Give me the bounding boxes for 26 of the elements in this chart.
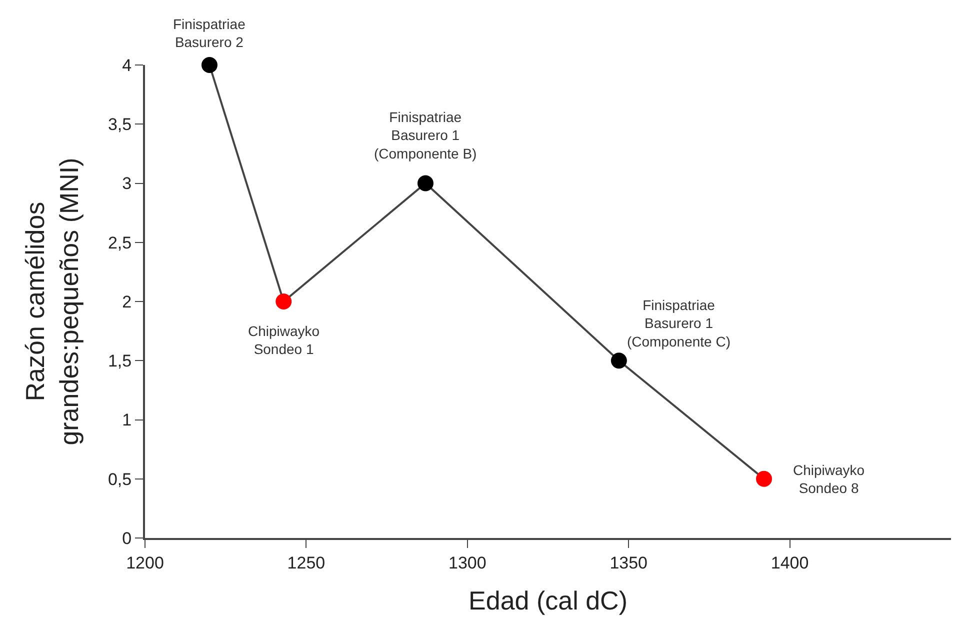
y-tick-label: 0: [122, 528, 132, 548]
point: [417, 175, 434, 192]
x-tick-label: 1300: [448, 553, 486, 572]
x-tick-label: 1350: [610, 553, 648, 572]
y-tick-label: 2: [122, 292, 132, 312]
annotation: Chipiwayko Sondeo 8: [793, 462, 865, 496]
x-tick-label: 1200: [126, 553, 164, 572]
annotation: Chipiwayko Sondeo 1: [248, 323, 320, 358]
x-tick-label: 1250: [287, 553, 326, 572]
y-axis-title: Razón camélidos grandes:pequeños (MNI): [20, 158, 84, 446]
point: [610, 352, 627, 369]
annotation: Finispatriae Basurero 1 (Componente B): [374, 109, 477, 162]
y-tick-label: 1: [122, 410, 132, 430]
y-tick-label: 1,5: [108, 352, 132, 371]
y-tick-label: 2,5: [108, 233, 132, 252]
annotation: Finispatriae Basurero 1 (Componente C): [627, 297, 730, 350]
x-axis-title: Edad (cal dC): [468, 586, 628, 616]
y-tick-label: 4: [122, 56, 132, 75]
y-tick-label: 0,5: [108, 470, 132, 489]
point: [201, 57, 218, 73]
point: [756, 470, 772, 487]
y-tick-label: 3: [122, 174, 132, 194]
annotation: Finispatriae Basurero 2: [173, 16, 246, 50]
point: [276, 294, 292, 310]
x-tick-label: 1400: [770, 553, 809, 572]
y-tick-label: 3,5: [108, 115, 132, 134]
